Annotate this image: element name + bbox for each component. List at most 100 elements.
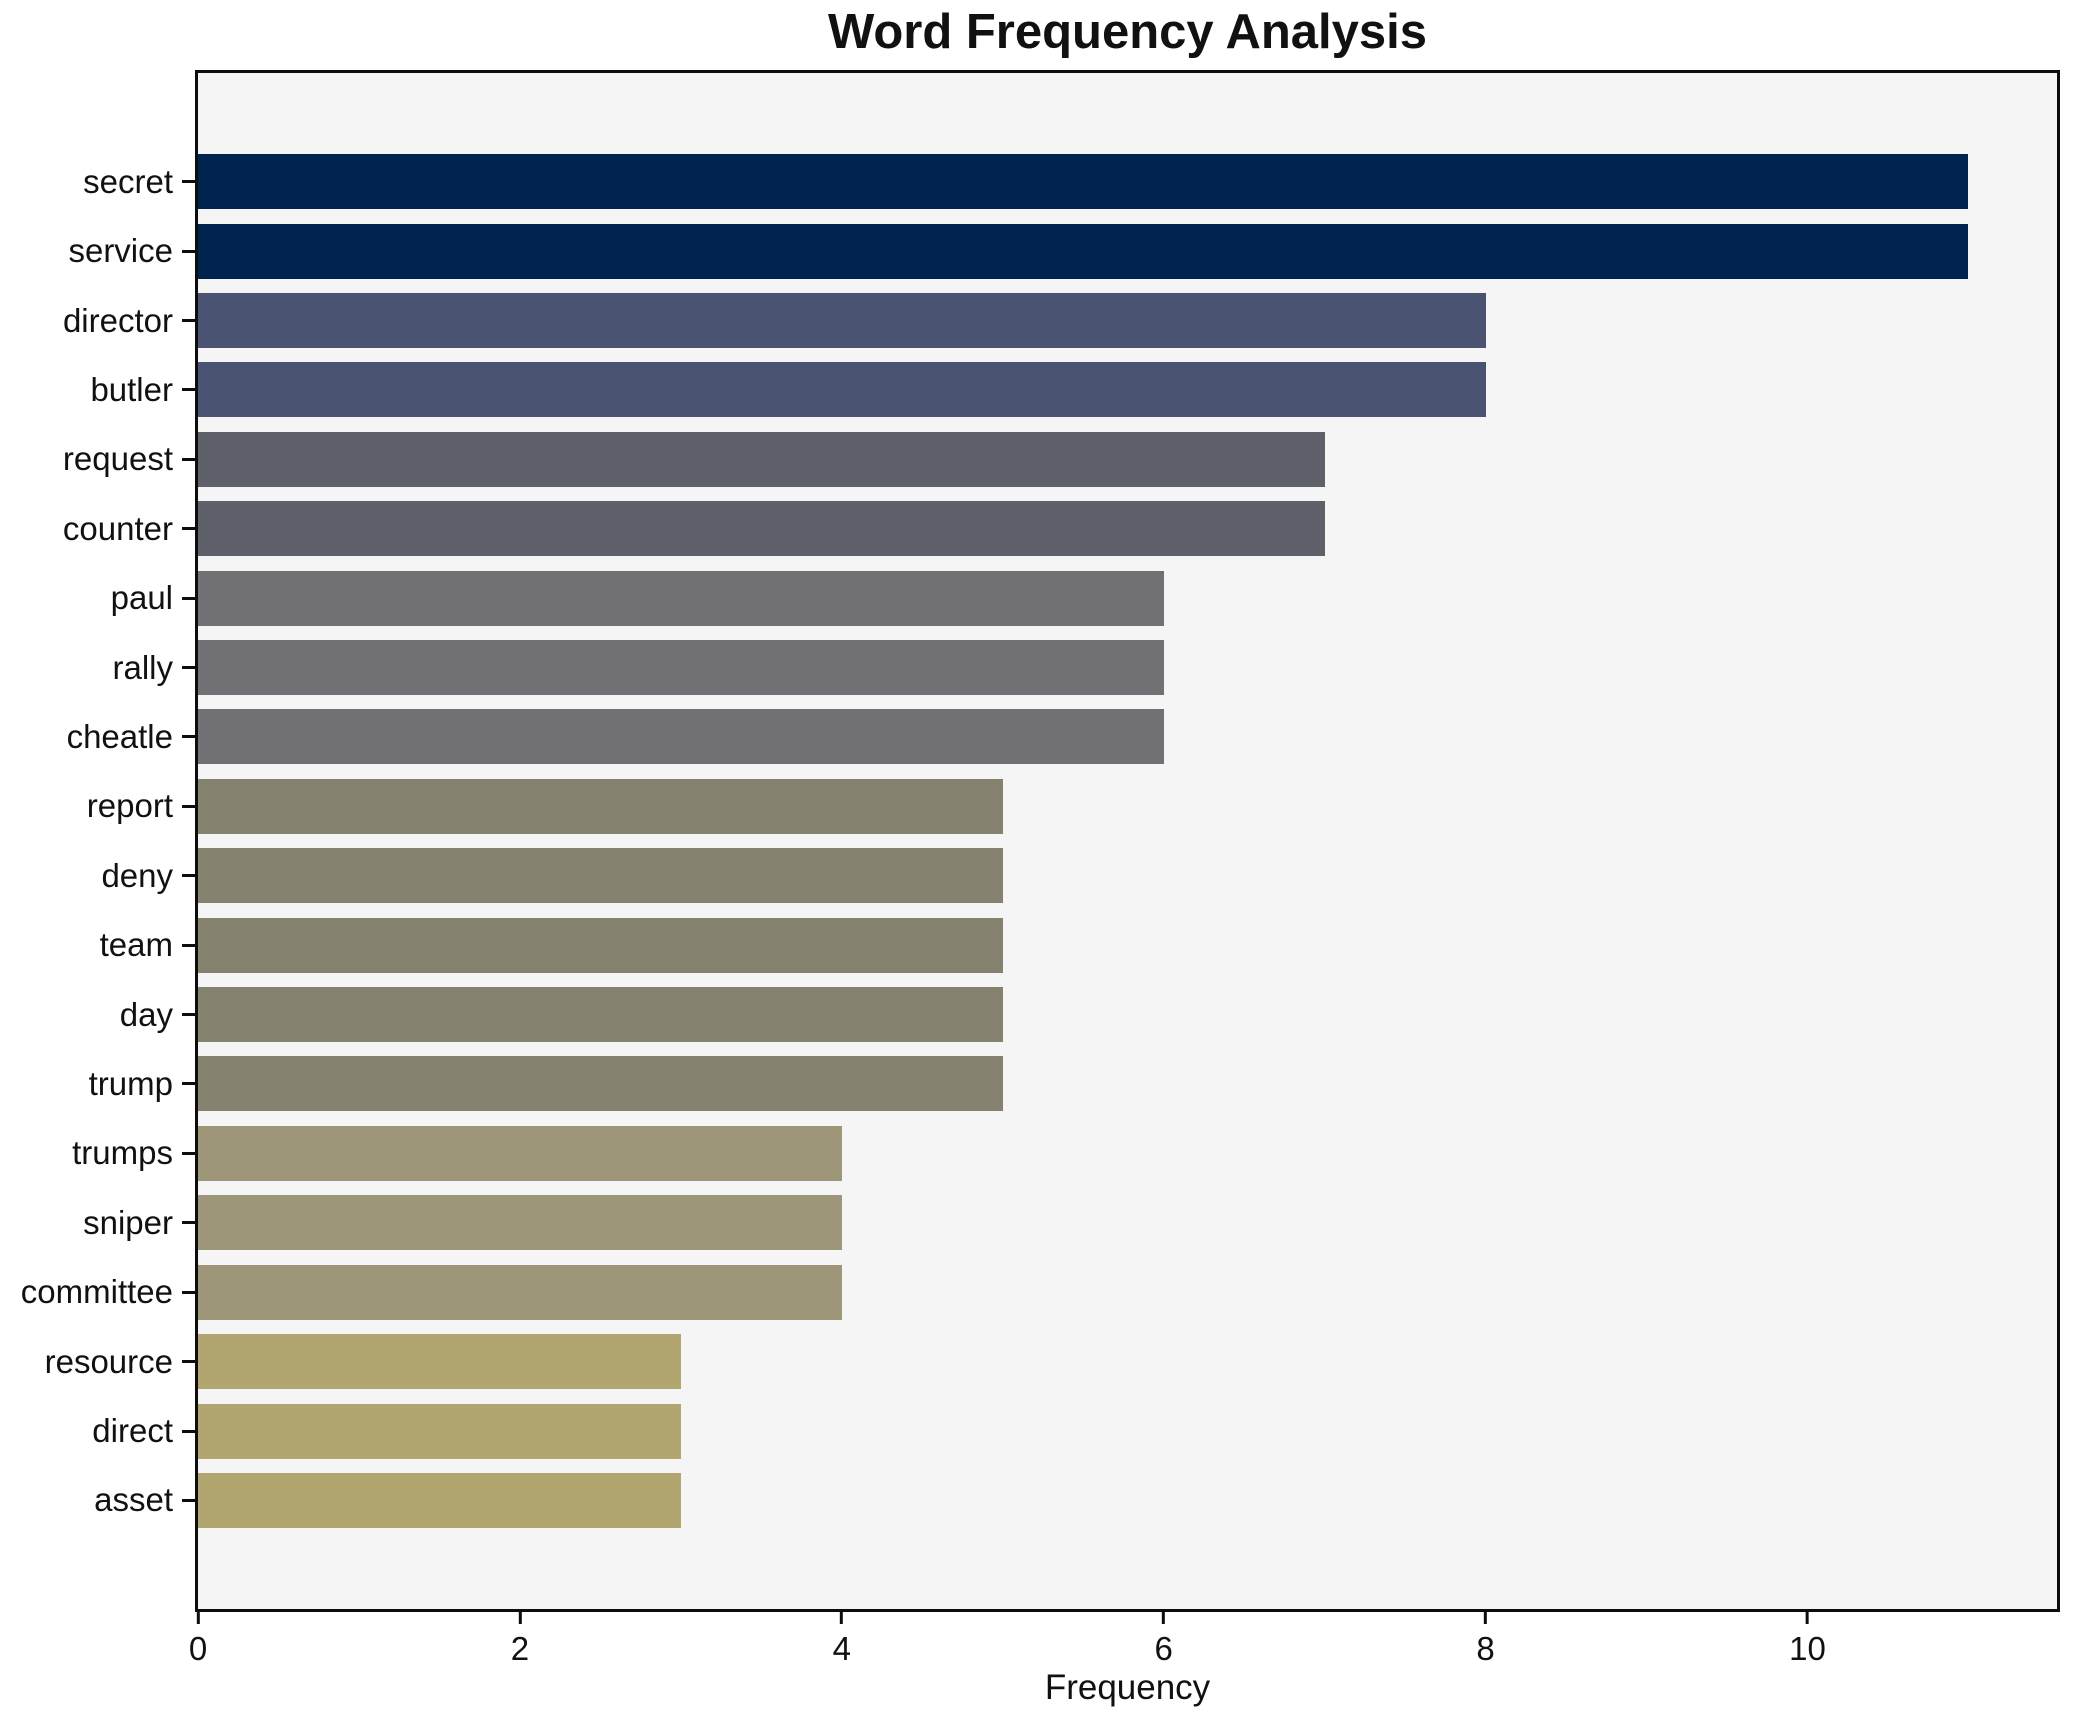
x-tick: 6 xyxy=(1155,1612,1173,1668)
bar-row: trumps xyxy=(72,1119,2057,1188)
bar-row: trump xyxy=(89,1049,2057,1118)
bar-row: day xyxy=(120,980,2057,1049)
category-label: trumps xyxy=(72,1134,173,1172)
x-tick-mark xyxy=(1162,1612,1166,1624)
bar-row: resource xyxy=(45,1327,2057,1396)
category-label: report xyxy=(86,787,173,825)
frequency-bar xyxy=(198,223,1969,279)
category-label: counter xyxy=(62,509,173,547)
y-tick-mark xyxy=(182,1290,195,1294)
y-tick-mark xyxy=(182,943,195,947)
x-tick-mark xyxy=(1484,1612,1488,1624)
frequency-bar xyxy=(198,501,1325,557)
y-tick-mark xyxy=(182,1429,195,1433)
category-label: secret xyxy=(83,162,173,200)
bar-row: butler xyxy=(90,355,2057,424)
y-tick-mark xyxy=(182,1360,195,1364)
bar-row: deny xyxy=(101,841,2057,910)
frequency-bar xyxy=(198,154,1969,210)
frequency-bar xyxy=(198,431,1325,487)
frequency-bar xyxy=(198,778,1003,834)
y-tick-mark xyxy=(182,1221,195,1225)
bar-row: direct xyxy=(92,1396,2057,1465)
frequency-bar xyxy=(198,917,1003,973)
y-tick-mark xyxy=(182,666,195,670)
x-tick: 8 xyxy=(1476,1612,1495,1668)
x-tick-label: 8 xyxy=(1476,1630,1495,1667)
x-tick-mark xyxy=(518,1612,522,1624)
frequency-bar xyxy=(198,570,1164,626)
y-tick-mark xyxy=(182,1498,195,1502)
y-tick-mark xyxy=(182,527,195,531)
bar-row: report xyxy=(87,772,2057,841)
frequency-bar xyxy=(198,1125,842,1181)
category-label: request xyxy=(62,440,173,478)
bar-row: service xyxy=(68,216,2057,285)
x-tick: 2 xyxy=(511,1612,529,1668)
y-tick-mark xyxy=(182,249,195,253)
category-label: director xyxy=(62,301,173,339)
y-tick-mark xyxy=(182,457,195,461)
y-tick-mark xyxy=(182,735,195,739)
frequency-bar xyxy=(198,709,1164,765)
x-axis-label: Frequency xyxy=(1044,1668,1211,1707)
x-tick-label: 4 xyxy=(832,1630,851,1667)
category-label: direct xyxy=(92,1412,173,1450)
y-tick-mark xyxy=(182,1013,195,1017)
category-label: paul xyxy=(110,579,173,617)
category-label: resource xyxy=(44,1342,173,1380)
x-tick-mark xyxy=(840,1612,844,1624)
y-tick-mark xyxy=(182,388,195,392)
frequency-bar xyxy=(198,1264,842,1320)
category-label: service xyxy=(68,232,173,270)
x-tick-label: 2 xyxy=(510,1630,530,1667)
category-label: deny xyxy=(101,856,173,894)
frequency-bar xyxy=(198,1195,842,1251)
x-tick-mark xyxy=(1806,1612,1810,1624)
y-tick-mark xyxy=(182,1151,195,1155)
category-label: cheatle xyxy=(66,717,173,755)
category-label: committee xyxy=(20,1273,173,1311)
frequency-bar xyxy=(198,987,1003,1043)
x-axis: 0 2 4 6 8 10 xyxy=(189,1612,2057,1682)
bar-row: sniper xyxy=(83,1188,2057,1257)
category-label: rally xyxy=(112,648,173,686)
x-tick-label: 0 xyxy=(188,1630,208,1667)
x-tick-label: 6 xyxy=(1154,1630,1173,1667)
frequency-bar xyxy=(198,1403,681,1459)
bar-row: secret xyxy=(83,147,2057,216)
frequency-bar xyxy=(198,293,1486,349)
frequency-bar xyxy=(198,1334,681,1390)
chart-title: Word Frequency Analysis xyxy=(827,5,1428,59)
y-tick-mark xyxy=(182,596,195,600)
x-tick: 4 xyxy=(833,1612,851,1668)
y-tick-mark xyxy=(182,804,195,808)
y-tick-mark xyxy=(182,319,195,323)
bar-row: request xyxy=(63,425,2057,494)
x-tick: 10 xyxy=(1789,1612,1826,1668)
bar-row: asset xyxy=(94,1466,2057,1535)
x-tick: 0 xyxy=(189,1612,207,1668)
category-label: asset xyxy=(94,1481,173,1519)
bar-row: cheatle xyxy=(67,702,2057,771)
x-tick-mark xyxy=(196,1612,200,1624)
category-label: day xyxy=(119,995,173,1033)
frequency-bar xyxy=(198,1472,681,1528)
y-tick-mark xyxy=(182,874,195,878)
bar-row: counter xyxy=(63,494,2057,563)
frequency-bar xyxy=(198,362,1486,418)
y-tick-mark xyxy=(182,1082,195,1086)
category-label: butler xyxy=(90,370,173,408)
bar-row: director xyxy=(63,286,2057,355)
bar-row: committee xyxy=(21,1258,2057,1327)
frequency-bar xyxy=(198,848,1003,904)
frequency-bar xyxy=(198,1056,1003,1112)
bar-row: team xyxy=(100,910,2057,979)
bar-row: rally xyxy=(112,633,2057,702)
category-label: team xyxy=(99,926,173,964)
plot-area: secret service director butler request counte… xyxy=(21,70,2060,1612)
frequency-bar xyxy=(198,640,1164,696)
category-label: trump xyxy=(88,1064,173,1102)
bar-row: paul xyxy=(111,563,2057,632)
